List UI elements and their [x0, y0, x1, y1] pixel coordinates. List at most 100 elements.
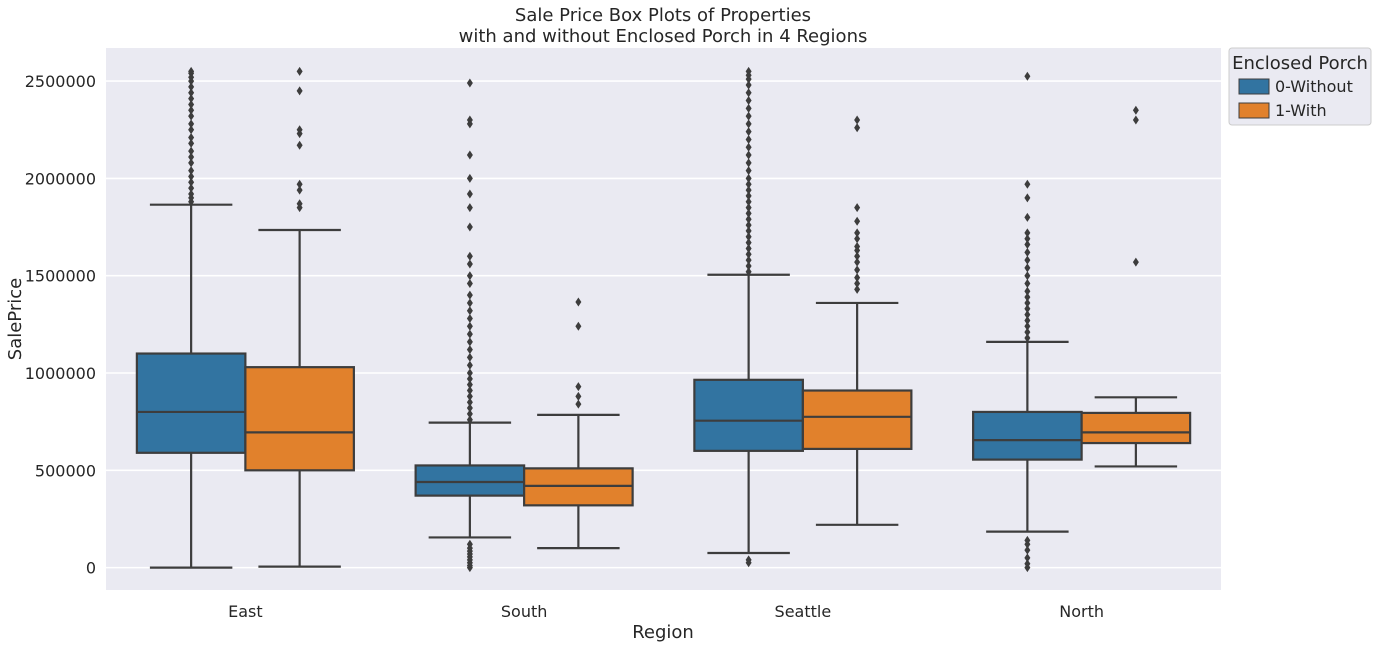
- box-seattle-1: [801, 389, 913, 451]
- outlier-point-east-1: [296, 125, 303, 135]
- outlier-point-east-0: [188, 119, 195, 129]
- outlier-point-seattle-0: [745, 111, 752, 121]
- outlier-point-east-0: [188, 82, 195, 92]
- outlier-point-east-0: [188, 158, 195, 168]
- outlier-point-south-0: [466, 298, 473, 308]
- y-tick-label: 1500000: [25, 267, 96, 286]
- outlier-point-south-0: [466, 391, 473, 401]
- outlier-point-north-0: [1024, 298, 1031, 308]
- outlier-point-seattle-0: [745, 249, 752, 259]
- outlier-point-north-0: [1024, 559, 1031, 569]
- outlier-point-south-0: [466, 397, 473, 407]
- outlier-point-east-0: [188, 138, 195, 148]
- plot-area: [106, 48, 1221, 590]
- outlier-point-north-0: [1024, 179, 1031, 189]
- outlier-point-seattle-0: [745, 166, 752, 176]
- outlier-point-seattle-0: [745, 203, 752, 213]
- outlier-point-north-0: [1024, 234, 1031, 244]
- outlier-point-seattle-0: [745, 179, 752, 189]
- legend-swatch-1-with: [1238, 102, 1270, 119]
- outlier-point-south-0: [466, 409, 473, 419]
- outlier-point-south-0: [466, 337, 473, 347]
- x-axis-label: Region: [632, 622, 694, 643]
- outlier-point-seattle-0: [745, 134, 752, 144]
- outlier-point-seattle-0: [745, 66, 752, 76]
- outlier-point-north-0: [1024, 263, 1031, 273]
- outlier-point-seattle-0: [745, 232, 752, 242]
- outlier-point-north-0: [1024, 271, 1031, 281]
- outlier-point-south-1: [575, 382, 582, 392]
- box-east-0: [135, 352, 247, 454]
- outlier-point-seattle-0: [745, 267, 752, 277]
- outlier-point-south-0: [466, 314, 473, 324]
- outlier-point-south-0: [466, 203, 473, 213]
- outlier-point-seattle-1: [854, 278, 861, 288]
- box-seattle-0: [693, 378, 804, 452]
- x-tick-label: Seattle: [775, 602, 832, 621]
- outlier-point-seattle-0: [745, 220, 752, 230]
- legend-swatch-0-without: [1238, 78, 1270, 95]
- outlier-point-south-1: [575, 297, 582, 307]
- y-axis-label: SalePrice: [5, 278, 26, 360]
- y-tick-label: 2500000: [25, 72, 96, 91]
- outlier-point-seattle-1: [854, 115, 861, 125]
- outlier-point-north-0: [1024, 212, 1031, 222]
- outlier-point-seattle-1: [854, 216, 861, 226]
- outlier-point-seattle-0: [745, 243, 752, 253]
- outlier-point-south-0: [466, 345, 473, 355]
- outlier-point-south-0: [466, 386, 473, 396]
- outlier-point-north-1: [1132, 115, 1139, 125]
- outlier-point-seattle-1: [854, 284, 861, 294]
- outlier-point-north-1: [1132, 257, 1139, 267]
- outlier-point-seattle-1: [854, 273, 861, 283]
- outlier-point-south-0: [466, 290, 473, 300]
- outlier-point-south-0: [466, 189, 473, 199]
- outlier-point-north-1: [1132, 105, 1139, 115]
- box-north-0: [972, 410, 1083, 461]
- outlier-point-south-0: [466, 374, 473, 384]
- outlier-point-south-0: [466, 222, 473, 232]
- outlier-point-seattle-0: [745, 208, 752, 218]
- outlier-point-seattle-1: [854, 257, 861, 267]
- outlier-point-south-0: [466, 271, 473, 281]
- legend-label-0-without: 0-Without: [1275, 77, 1353, 96]
- outlier-point-north-0: [1024, 292, 1031, 302]
- outlier-point-seattle-0: [745, 96, 752, 106]
- outlier-point-seattle-0: [745, 127, 752, 137]
- outlier-point-north-0: [1024, 553, 1031, 563]
- outlier-point-south-0: [466, 115, 473, 125]
- outlier-point-north-0: [1024, 304, 1031, 314]
- outlier-point-seattle-0: [745, 142, 752, 152]
- outlier-point-north-0: [1024, 545, 1031, 555]
- outlier-point-east-1: [296, 86, 303, 96]
- outlier-point-east-0: [188, 183, 195, 193]
- outlier-point-east-0: [188, 105, 195, 115]
- outlier-point-south-0: [466, 352, 473, 362]
- outlier-point-south-0: [466, 380, 473, 390]
- outlier-point-east-1: [296, 199, 303, 209]
- outlier-point-east-0: [188, 171, 195, 181]
- outlier-point-north-0: [1024, 228, 1031, 238]
- y-tick-label: 500000: [35, 461, 96, 480]
- outlier-point-seattle-1: [854, 265, 861, 275]
- outlier-point-north-0: [1024, 535, 1031, 545]
- box-plot-marks: [135, 66, 1192, 573]
- x-tick-label: North: [1059, 602, 1104, 621]
- outlier-point-seattle-1: [854, 251, 861, 261]
- outlier-point-east-0: [188, 146, 195, 156]
- x-tick-label: South: [501, 602, 548, 621]
- outlier-point-south-0: [466, 78, 473, 88]
- outlier-point-south-0: [466, 415, 473, 425]
- outlier-point-south-1: [575, 391, 582, 401]
- outlier-point-north-0: [1024, 321, 1031, 331]
- outlier-point-seattle-0: [745, 238, 752, 248]
- legend: Enclosed Porch 0-Without 1-With: [1228, 47, 1372, 126]
- outlier-point-seattle-0: [745, 191, 752, 201]
- outlier-point-seattle-0: [745, 255, 752, 265]
- outlier-point-south-0: [466, 251, 473, 261]
- y-tick-label: 2000000: [25, 169, 96, 188]
- outlier-point-south-0: [466, 173, 473, 183]
- outlier-point-south-0: [466, 278, 473, 288]
- box-east-1: [244, 366, 355, 472]
